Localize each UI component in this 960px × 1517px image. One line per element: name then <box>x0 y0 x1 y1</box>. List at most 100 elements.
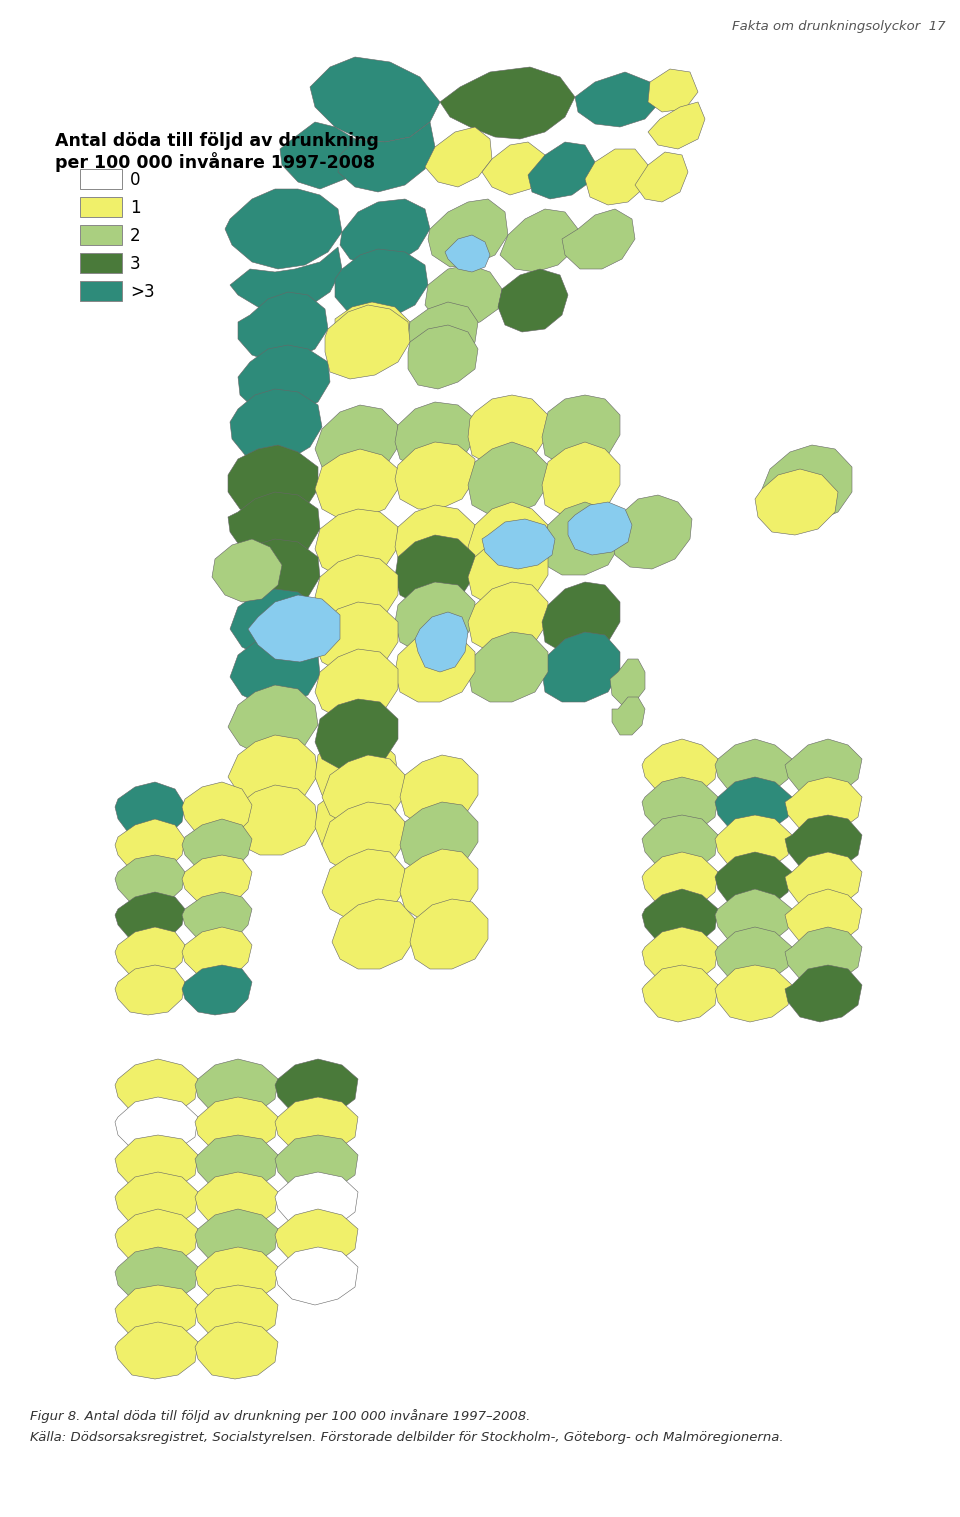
Polygon shape <box>230 247 342 313</box>
Polygon shape <box>322 755 405 825</box>
Polygon shape <box>248 595 340 661</box>
Text: per 100 000 invånare 1997-2008: per 100 000 invånare 1997-2008 <box>55 152 375 171</box>
Polygon shape <box>115 781 185 839</box>
Polygon shape <box>528 143 595 199</box>
Polygon shape <box>642 889 718 947</box>
Polygon shape <box>275 1173 358 1229</box>
Text: >3: >3 <box>130 284 155 300</box>
Polygon shape <box>542 583 620 652</box>
Polygon shape <box>182 892 252 942</box>
Polygon shape <box>340 199 430 267</box>
Polygon shape <box>408 325 478 388</box>
Text: Figur 8. Antal döda till följd av drunkning per 100 000 invånare 1997–2008.: Figur 8. Antal döda till följd av drunkn… <box>30 1409 530 1423</box>
Polygon shape <box>395 505 475 575</box>
Polygon shape <box>322 850 405 919</box>
Polygon shape <box>228 784 318 856</box>
Polygon shape <box>468 441 548 514</box>
Polygon shape <box>425 127 492 187</box>
Polygon shape <box>400 802 478 872</box>
Polygon shape <box>440 67 575 140</box>
Polygon shape <box>315 699 398 769</box>
Bar <box>80 168 122 190</box>
Polygon shape <box>468 502 548 575</box>
Polygon shape <box>115 819 185 872</box>
Polygon shape <box>715 739 792 796</box>
Polygon shape <box>500 209 578 272</box>
Polygon shape <box>230 636 320 705</box>
Polygon shape <box>195 1097 278 1154</box>
Polygon shape <box>182 965 252 1015</box>
Polygon shape <box>642 927 718 985</box>
Polygon shape <box>195 1209 278 1267</box>
Polygon shape <box>115 927 185 978</box>
Polygon shape <box>785 815 862 872</box>
Polygon shape <box>400 755 478 825</box>
Polygon shape <box>498 269 568 332</box>
Polygon shape <box>315 449 398 519</box>
Polygon shape <box>228 444 318 519</box>
Bar <box>80 253 122 273</box>
Polygon shape <box>275 1059 358 1117</box>
Polygon shape <box>315 649 398 719</box>
Polygon shape <box>182 781 252 839</box>
Polygon shape <box>115 856 185 906</box>
Polygon shape <box>785 777 862 834</box>
Polygon shape <box>395 402 475 469</box>
Polygon shape <box>562 209 635 269</box>
Polygon shape <box>642 853 718 909</box>
Polygon shape <box>715 927 792 985</box>
Polygon shape <box>195 1285 278 1343</box>
Text: Fakta om drunkningsolyckor  17: Fakta om drunkningsolyckor 17 <box>732 20 945 33</box>
Polygon shape <box>280 121 360 190</box>
Bar <box>80 197 122 217</box>
Polygon shape <box>115 1209 198 1267</box>
Polygon shape <box>642 777 718 834</box>
Polygon shape <box>715 777 792 834</box>
Polygon shape <box>415 611 468 672</box>
Polygon shape <box>642 965 718 1022</box>
Polygon shape <box>115 965 185 1015</box>
Polygon shape <box>315 736 398 806</box>
Polygon shape <box>335 249 428 319</box>
Polygon shape <box>275 1135 358 1192</box>
Polygon shape <box>275 1247 358 1305</box>
Polygon shape <box>468 583 548 652</box>
Polygon shape <box>228 686 318 755</box>
Bar <box>80 281 122 300</box>
Polygon shape <box>335 302 410 363</box>
Text: 1: 1 <box>130 199 140 217</box>
Polygon shape <box>115 892 185 942</box>
Text: 2: 2 <box>130 228 140 246</box>
Text: Källa: Dödsorsaksregistret, Socialstyrelsen. Förstorade delbilder för Stockholm-: Källa: Dödsorsaksregistret, Socialstyrel… <box>30 1431 783 1444</box>
Polygon shape <box>315 784 398 856</box>
Polygon shape <box>762 444 852 522</box>
Polygon shape <box>610 658 645 705</box>
Polygon shape <box>230 539 320 607</box>
Polygon shape <box>648 68 698 112</box>
Polygon shape <box>315 555 398 625</box>
Text: Antal döda till följd av drunkning: Antal döda till följd av drunkning <box>55 132 379 150</box>
Polygon shape <box>228 736 318 806</box>
Polygon shape <box>635 152 688 202</box>
Polygon shape <box>482 519 555 569</box>
Polygon shape <box>275 1097 358 1154</box>
Text: 0: 0 <box>130 171 140 190</box>
Polygon shape <box>338 121 435 193</box>
Polygon shape <box>395 633 475 702</box>
Polygon shape <box>785 889 862 947</box>
Polygon shape <box>425 265 502 328</box>
Polygon shape <box>228 492 320 558</box>
Polygon shape <box>395 583 475 652</box>
Polygon shape <box>445 235 490 272</box>
Polygon shape <box>482 143 545 196</box>
Polygon shape <box>238 291 328 363</box>
Polygon shape <box>755 469 838 536</box>
Polygon shape <box>195 1173 278 1229</box>
Polygon shape <box>115 1097 198 1154</box>
Polygon shape <box>322 802 405 872</box>
Polygon shape <box>195 1321 278 1379</box>
Polygon shape <box>332 900 415 969</box>
Polygon shape <box>410 900 488 969</box>
Polygon shape <box>395 536 475 605</box>
Polygon shape <box>182 856 252 906</box>
